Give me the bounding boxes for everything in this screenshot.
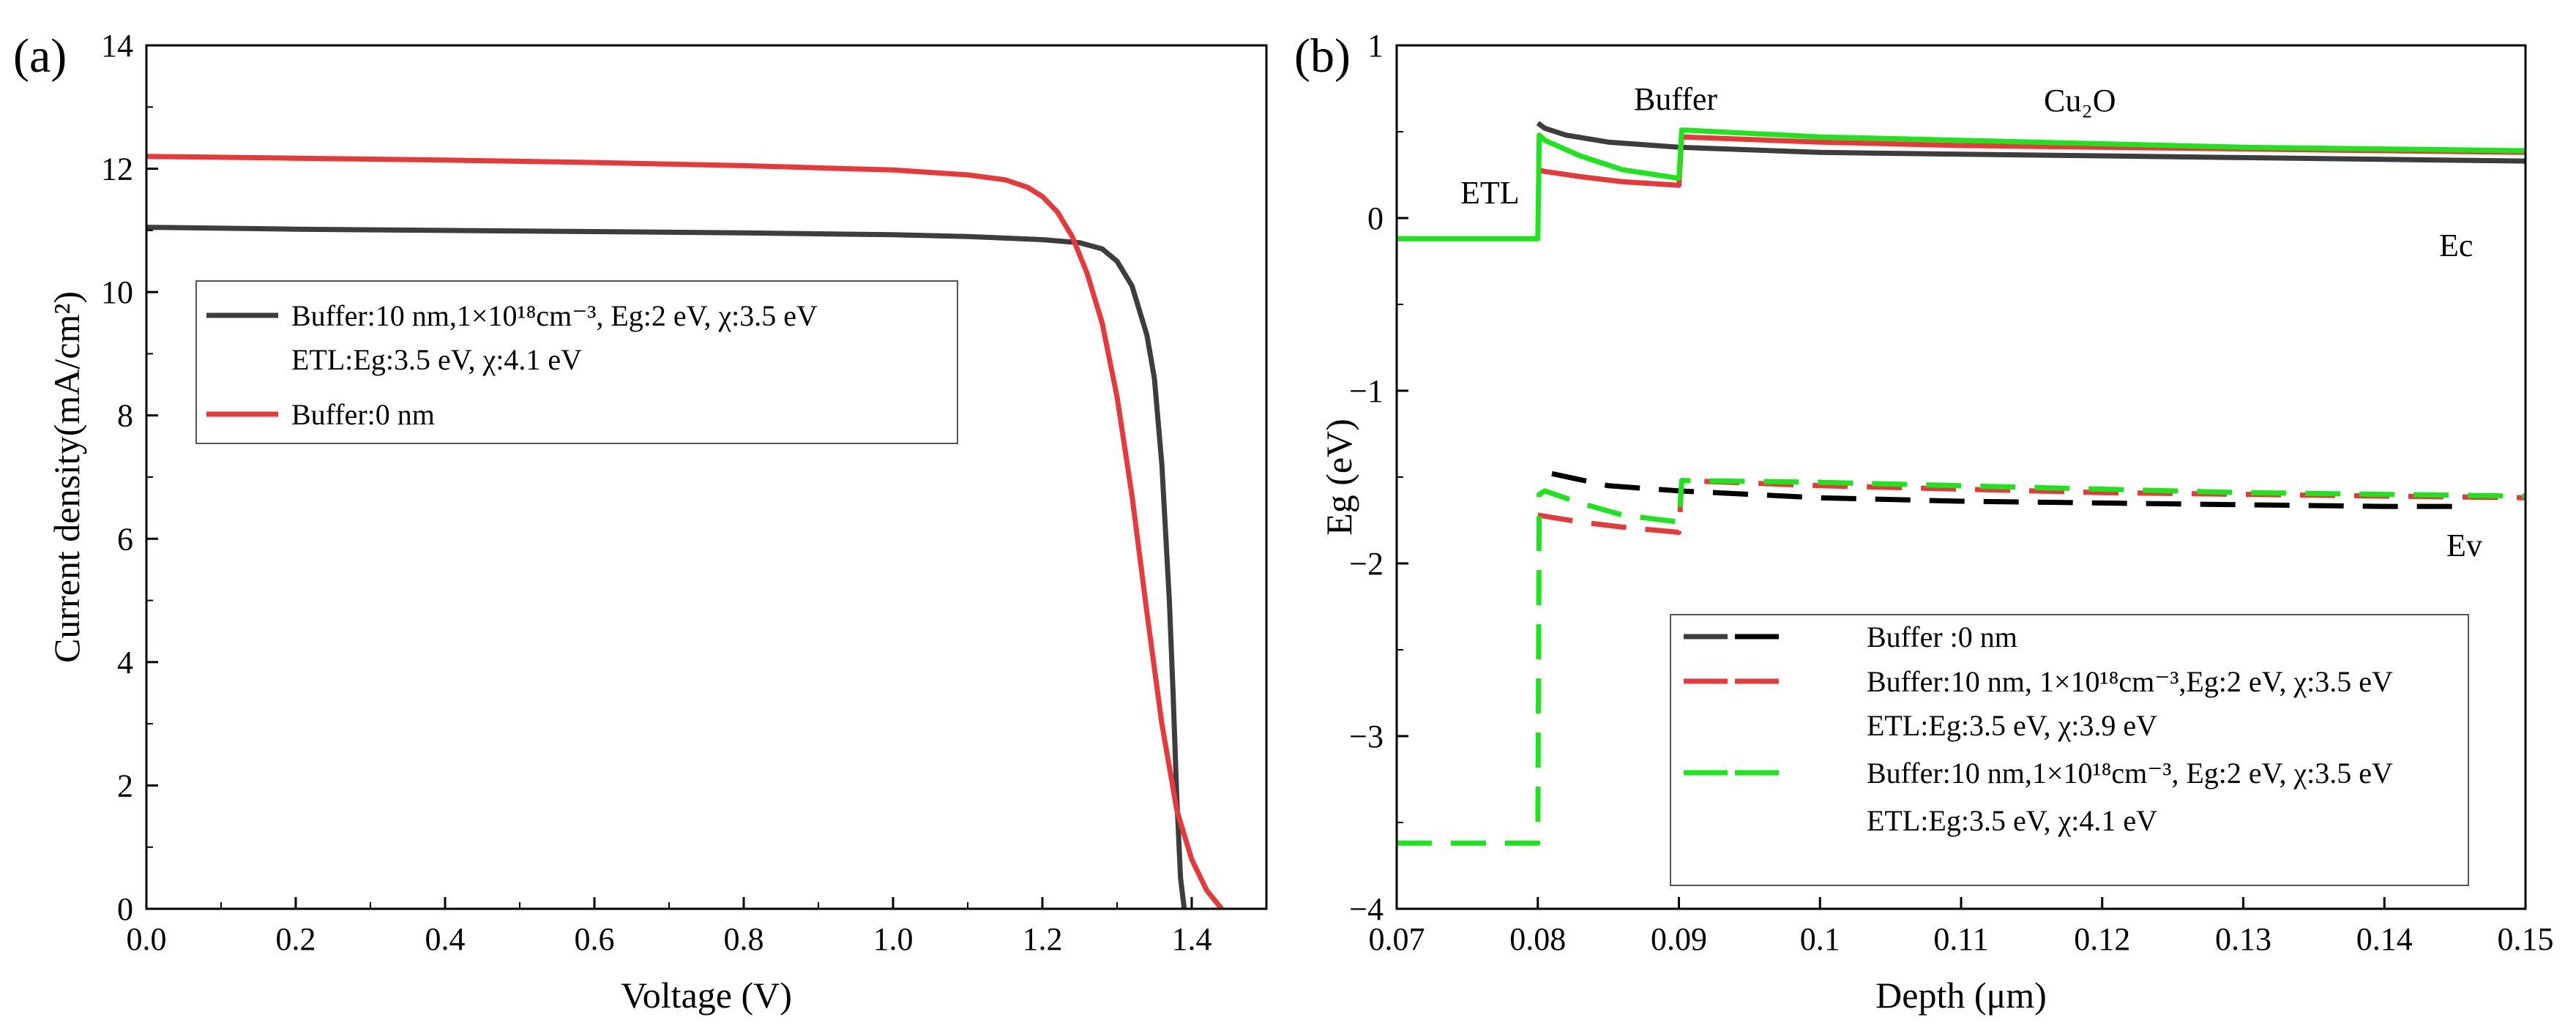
x-tick-label-1-0-13: 0.13: [2215, 921, 2271, 957]
x-tick-label-1-0-12: 0.12: [2074, 921, 2130, 957]
x-tick-label-0-0-2: 0.2: [276, 921, 316, 957]
legend-b-label-2b: ETL:Eg:3.5 eV, χ:3.9 eV: [1867, 709, 2157, 742]
series-line-1-5: [1397, 478, 2525, 846]
panel-b-xlabel: Depth (μm): [1875, 975, 2047, 1016]
series-line-1-0: [1536, 121, 2525, 164]
annotation-buffer: Buffer: [1634, 81, 1717, 117]
panel-a-legend: Buffer:10 nm,1×10¹⁸cm⁻³, Eg:2 eV, χ:3.5 …: [195, 280, 958, 444]
x-tick-label-1-0-15: 0.15: [2498, 921, 2554, 957]
y-tick-label-0-8: 8: [117, 398, 133, 434]
x-tick-label-1-0-14: 0.14: [2356, 921, 2413, 957]
y-tick-label-0-0: 0: [117, 891, 133, 927]
legend-label-buffer-10nm: Buffer:10 nm,1×10¹⁸cm⁻³, Eg:2 eV, χ:3.5 …: [291, 299, 818, 332]
panel-b-legend-box: [1670, 614, 2469, 886]
panel-a-label: (a): [13, 29, 67, 83]
x-tick-label-1-0-1: 0.1: [1800, 921, 1840, 957]
x-tick-label-0-0-8: 0.8: [724, 921, 764, 957]
panel-a-plot-frame: [145, 44, 1268, 910]
series-line-0-0: [146, 225, 1187, 909]
panel-b-ylabel: Eg (eV): [1318, 419, 1359, 536]
panel-a-xlabel: Voltage (V): [621, 975, 792, 1016]
series-line-1-1: [1551, 470, 2455, 509]
series-line-0-1: [146, 154, 1224, 909]
x-tick-label-1-0-11: 0.11: [1933, 921, 1988, 957]
y-tick-label-0-10: 10: [101, 274, 133, 310]
y-tick-label-1-4: −4: [1349, 891, 1384, 927]
y-tick-label-0-4: 4: [117, 645, 133, 681]
series-line-1-3: [1537, 478, 2525, 535]
y-tick-label-0-2: 2: [117, 768, 133, 803]
x-tick-label-0-0-4: 0.4: [425, 921, 466, 957]
annotation-ec: Ec: [2439, 228, 2473, 263]
legend-b-label-3b: ETL:Eg:3.5 eV, χ:4.1 eV: [1867, 804, 2157, 837]
panel-b-band-diagram: (b) 0.07 0.08 0.09 0.1 0.11 0.12 0.13 0.14 0.15 1…: [1294, 28, 2554, 1016]
y-tick-label-0-12: 12: [101, 151, 133, 187]
x-tick-label-1-0-07: 0.07: [1369, 921, 1425, 957]
legend-label-etl-41: ETL:Eg:3.5 eV, χ:4.1 eV: [291, 343, 582, 376]
panel-a-jv-chart: (a) 0.0 0.2 0.4 0.6 0.8 1.0 1.2 1.402468101214 …: [13, 28, 1268, 1016]
legend-b-label-2a: Buffer:10 nm, 1×10¹⁸cm⁻³,Eg:2 eV, χ:3.5 …: [1867, 665, 2393, 698]
panel-b-label: (b): [1294, 29, 1351, 83]
panel-b-legend: Buffer :0 nm Buffer:10 nm, 1×10¹⁸cm⁻³,Eg…: [1670, 614, 2469, 886]
x-tick-label-0-1-2: 1.2: [1023, 921, 1063, 957]
x-tick-label-0-1-0: 1.0: [873, 921, 914, 957]
legend-b-label-3a: Buffer:10 nm,1×10¹⁸cm⁻³, Eg:2 eV, χ:3.5 …: [1867, 757, 2393, 790]
annotation-ev: Ev: [2446, 528, 2482, 563]
x-tick-label-1-0-09: 0.09: [1651, 921, 1707, 957]
x-tick-label-1-0-08: 0.08: [1509, 921, 1566, 957]
x-tick-label-0-0-0: 0.0: [127, 921, 167, 957]
y-tick-label-1-0: 0: [1367, 200, 1384, 236]
y-tick-label-1-2: −2: [1349, 546, 1384, 582]
annotation-cu2o: Cu₂O: [2044, 83, 2116, 119]
y-tick-label-1-1: 1: [1367, 28, 1384, 64]
y-tick-label-0-14: 14: [101, 28, 133, 64]
annotation-etl: ETL: [1460, 175, 1520, 211]
y-tick-label-0-6: 6: [117, 521, 133, 557]
x-tick-label-0-0-6: 0.6: [575, 921, 615, 957]
panel-a-ylabel: Current density(mA/cm²): [46, 291, 87, 663]
x-tick-label-0-1-4: 1.4: [1172, 921, 1212, 957]
legend-b-label-1: Buffer :0 nm: [1867, 621, 2017, 653]
y-tick-label-1-1: −1: [1349, 373, 1384, 409]
series-line-1-4: [1397, 127, 2525, 241]
y-tick-label-1-3: −3: [1349, 719, 1384, 754]
legend-label-buffer-0nm: Buffer:0 nm: [291, 398, 435, 431]
panel-a-legend-box: [195, 280, 958, 444]
